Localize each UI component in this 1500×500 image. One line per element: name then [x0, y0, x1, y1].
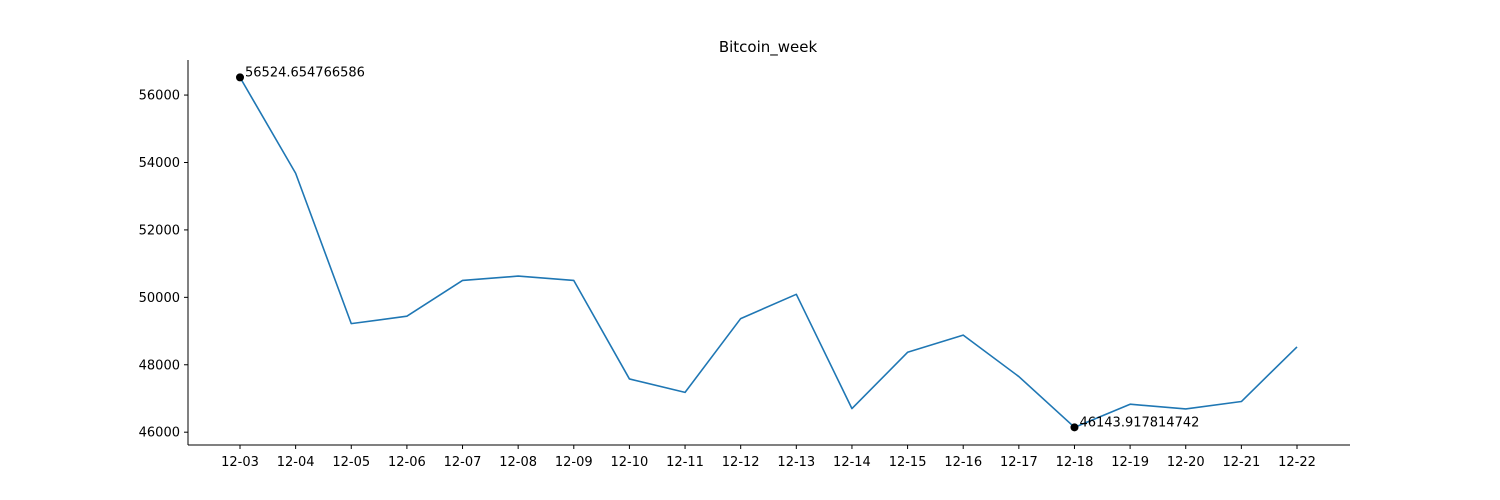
x-tick-label: 12-11 — [666, 455, 704, 470]
x-tick-label: 12-20 — [1167, 455, 1205, 470]
x-tick-label: 12-12 — [722, 455, 760, 470]
y-tick-label: 56000 — [139, 89, 180, 104]
x-tick-label: 12-14 — [833, 455, 871, 470]
series-group — [239, 76, 1298, 429]
x-axis-ticks: 12-03 12-04 12-05 12-06 12-07 12-08 12-09 12-10… — [221, 445, 1316, 470]
chart-title: Bitcoin_week — [719, 38, 818, 57]
axes — [187, 60, 1350, 446]
annotation-label: 56524.654766586 — [245, 65, 365, 80]
series-line — [239, 76, 1298, 429]
y-tick-label: 48000 — [139, 358, 180, 373]
x-tick-label: 12-09 — [555, 455, 593, 470]
annotation-label: 46143.917814742 — [1079, 415, 1199, 430]
x-tick-label: 12-22 — [1278, 455, 1316, 470]
x-tick-label: 12-03 — [221, 455, 259, 470]
y-axis-ticks: 46000 48000 50000 52000 54000 56000 — [139, 89, 188, 441]
y-tick-label: 46000 — [139, 426, 180, 441]
x-tick-label: 12-04 — [277, 455, 315, 470]
x-tick-label: 12-10 — [611, 455, 649, 470]
x-tick-label: 12-18 — [1056, 455, 1094, 470]
x-tick-label: 12-15 — [889, 455, 927, 470]
y-tick-label: 52000 — [139, 223, 180, 238]
annotation-marker — [236, 73, 244, 82]
x-tick-label: 12-16 — [944, 455, 982, 470]
x-tick-label: 12-13 — [777, 455, 815, 470]
x-tick-label: 12-21 — [1222, 455, 1260, 470]
annotation-marker — [1070, 423, 1079, 432]
x-tick-label: 12-07 — [444, 455, 482, 470]
x-tick-label: 12-17 — [1000, 455, 1038, 470]
x-tick-label: 12-19 — [1111, 455, 1149, 470]
x-tick-label: 12-08 — [499, 455, 537, 470]
x-tick-label: 12-05 — [332, 455, 370, 470]
x-tick-label: 12-06 — [388, 455, 426, 470]
y-tick-label: 50000 — [139, 291, 180, 306]
y-tick-label: 54000 — [139, 156, 180, 171]
annotations: 56524.654766586 46143.917814742 — [236, 65, 1199, 432]
